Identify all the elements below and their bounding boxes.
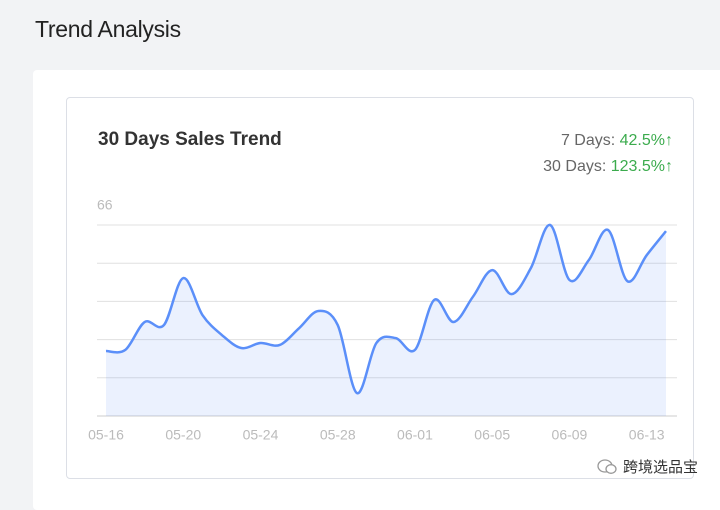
chart: 30 Days Sales Trend 7 Days: 42.5%↑ 30 Da… [88, 129, 677, 443]
y-axis-label: 66 [97, 197, 113, 213]
chart-title: 30 Days Sales Trend [98, 129, 282, 150]
watermark: 跨境选品宝 [597, 456, 698, 477]
x-tick-label: 06-05 [474, 427, 510, 443]
wechat-icon [597, 458, 617, 474]
stat-label: 7 Days: [561, 132, 620, 149]
x-tick-label: 05-24 [243, 427, 279, 443]
stat-value: 123.5%↑ [611, 158, 673, 175]
stat-value: 42.5%↑ [620, 132, 673, 149]
x-tick-label: 05-28 [320, 427, 356, 443]
page-title: Trend Analysis [35, 16, 181, 42]
x-tick-label: 05-20 [165, 427, 201, 443]
line [105, 223, 667, 395]
x-tick-label: 05-16 [88, 427, 124, 443]
stat-7d: 7 Days: 42.5%↑ [561, 132, 673, 149]
watermark-text: 跨境选品宝 [622, 459, 698, 476]
stat-30d: 30 Days: 123.5%↑ [543, 158, 673, 175]
chart-card [66, 97, 694, 479]
area [106, 224, 666, 416]
x-tick-label: 06-01 [397, 427, 433, 443]
page: {"header": {"title": "Trend Analysis"}, … [33, 16, 720, 510]
stat-label: 30 Days: [543, 158, 611, 175]
x-tick-label: 06-13 [629, 427, 665, 443]
x-tick-label: 06-09 [552, 427, 588, 443]
